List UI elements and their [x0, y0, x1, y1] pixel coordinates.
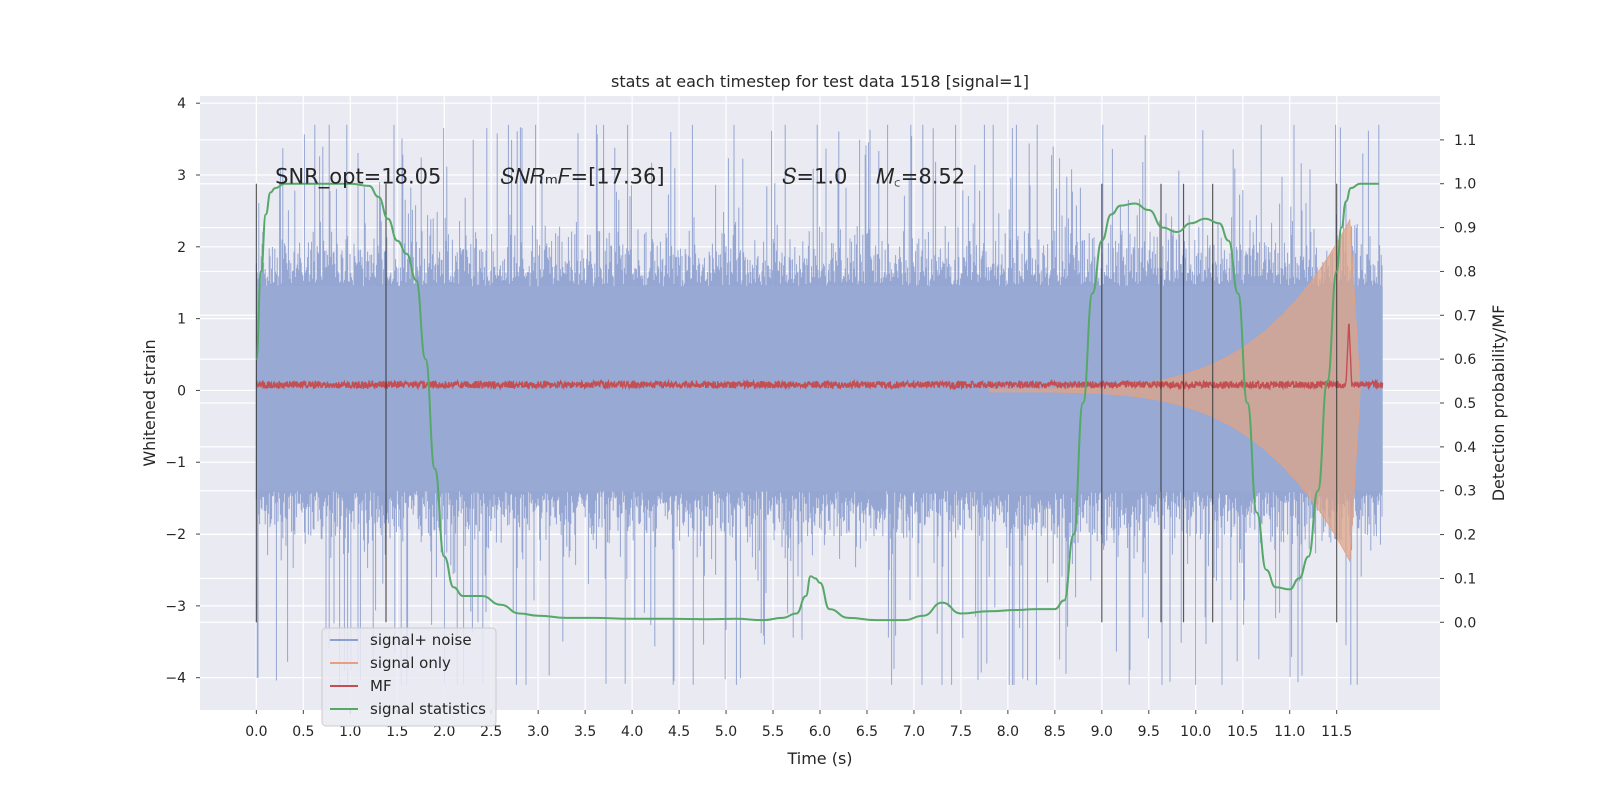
x-tick-label: 10.0 [1180, 724, 1211, 740]
y-axis-label: Whitened strain [140, 339, 159, 466]
y2-tick-label: 0.2 [1454, 528, 1476, 544]
x-tick-label: 7.0 [903, 724, 925, 740]
legend-label: signal+ noise [370, 631, 472, 649]
x-tick-label: 0.5 [292, 724, 314, 740]
y-axis-ticks: 4 3 2 1 0 −1 −2 −3 −4 [165, 96, 200, 687]
annotation: SNR_opt=18.05 [275, 164, 441, 189]
x-tick-label: 11.5 [1321, 724, 1352, 740]
annotation: 𝑆=1.0 [782, 164, 847, 188]
x-tick-label: 4.5 [668, 724, 690, 740]
y2-tick-label: 0.7 [1454, 308, 1476, 324]
x-tick-label: 3.5 [574, 724, 596, 740]
x-tick-label: 1.0 [339, 724, 361, 740]
x-tick-label: 0.0 [245, 724, 267, 740]
x-tick-label: 10.5 [1227, 724, 1258, 740]
y2-axis-label: Detection probability/MF [1489, 305, 1508, 502]
y-tick-label: −4 [165, 671, 186, 687]
legend-frame [321, 627, 497, 727]
x-tick-label: 6.5 [856, 724, 878, 740]
x-axis-label: Time (s) [786, 749, 852, 768]
y-tick-label: −1 [165, 455, 186, 471]
y2-tick-label: 0.8 [1454, 264, 1476, 280]
x-tick-label: 2.0 [433, 724, 455, 740]
annotations: SNR_opt=18.05 𝑆𝑁𝑅ₘ𝐹=[17.36] 𝑆=1.0 𝑀꜀=8.52 [275, 164, 965, 189]
y2-tick-label: 1.0 [1454, 177, 1476, 193]
y-tick-label: −3 [165, 599, 186, 615]
y2-tick-label: 0.1 [1454, 571, 1476, 587]
y2-tick-label: 0.6 [1454, 352, 1476, 368]
x-axis-ticks: 0.0 0.5 1.0 1.5 2.0 2.5 3.0 3.5 4.0 4.5 5.0 5.5 6.0 6… [245, 710, 1352, 740]
y2-tick-label: 0.9 [1454, 221, 1476, 237]
legend: signal+ noise signal only MF signal statist… [321, 627, 497, 727]
x-tick-label: 8.0 [997, 724, 1019, 740]
annotation: 𝑆𝑁𝑅ₘ𝐹=[17.36] [501, 164, 665, 188]
x-tick-label: 5.5 [762, 724, 784, 740]
legend-label: signal only [370, 654, 451, 672]
x-tick-label: 9.0 [1091, 724, 1113, 740]
series-layer [255, 124, 1384, 685]
series-mf [255, 323, 1384, 391]
y-tick-label: −2 [165, 527, 186, 543]
x-tick-label: 1.5 [386, 724, 408, 740]
chart-title: stats at each timestep for test data 151… [611, 72, 1029, 91]
x-tick-label: 11.0 [1274, 724, 1305, 740]
y-tick-label: 1 [177, 312, 186, 328]
y2-tick-label: 0.0 [1454, 615, 1476, 631]
legend-label: MF [370, 677, 392, 695]
series-signal-statistics [255, 182, 1379, 622]
y2-tick-label: 0.3 [1454, 484, 1476, 500]
y-tick-label: 3 [177, 168, 186, 184]
y2-tick-label: 0.5 [1454, 396, 1476, 412]
y2-tick-label: 0.4 [1454, 440, 1476, 456]
x-tick-label: 8.5 [1044, 724, 1066, 740]
annotation: 𝑀꜀=8.52 [876, 164, 965, 188]
series-signal-noise-band [256, 286, 1383, 491]
x-tick-label: 3.0 [527, 724, 549, 740]
y-tick-label: 2 [177, 240, 186, 256]
x-tick-label: 2.5 [480, 724, 502, 740]
x-tick-label: 7.5 [950, 724, 972, 740]
detection-markers [255, 183, 1338, 623]
x-tick-label: 6.0 [809, 724, 831, 740]
x-tick-label: 9.5 [1138, 724, 1160, 740]
x-tick-label: 5.0 [715, 724, 737, 740]
legend-label: signal statistics [370, 700, 486, 718]
y-tick-label: 0 [177, 383, 186, 399]
y2-axis-ticks: 1.1 1.0 0.9 0.8 0.7 0.6 0.5 0.4 0.3 0.2 0.1 0.0 [1440, 133, 1476, 631]
x-tick-label: 4.0 [621, 724, 643, 740]
y2-tick-label: 1.1 [1454, 133, 1476, 149]
y-tick-label: 4 [177, 96, 186, 112]
